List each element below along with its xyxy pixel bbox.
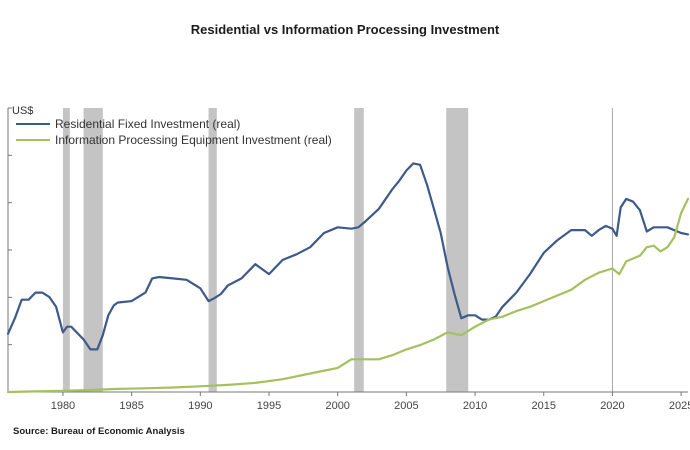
recession-band-1 [62,108,70,392]
x-tick-label-2010: 2010 [463,400,487,412]
x-tick-label-2005: 2005 [394,400,418,412]
source-note: Source: Bureau of Economic Analysis [13,426,185,437]
recession-band-2 [83,108,103,392]
series-line-residential [6,162,690,351]
recession-band-4 [354,108,364,392]
x-tick-label-2015: 2015 [532,400,556,412]
x-tick-label-2000: 2000 [325,400,349,412]
recession-bands [62,108,469,392]
x-tick-label-1980: 1980 [51,400,75,412]
y-unit-label: US$ [12,105,33,117]
legend-label-1: Residential Fixed Investment (real) [55,117,240,131]
series-line-information-processing [6,197,690,394]
axes: US$ 1980 1985 1990 1995 2000 2005 2010 2015 2020 2… [7,105,690,412]
x-tick-label-2025: 2025 [669,400,690,412]
chart-title: Residential vs Information Processing In… [190,22,500,37]
legend: Residential Fixed Investment (real) Infor… [16,117,332,147]
recession-band-3 [208,108,217,392]
legend-label-2: Information Processing Equipment Investm… [55,133,332,147]
series-layer [6,162,690,394]
x-tick-label-1995: 1995 [257,400,281,412]
x-tick-label-1985: 1985 [119,400,143,412]
recession-band-5 [446,108,469,392]
x-tick-label-2020: 2020 [600,400,624,412]
x-tick-label-1990: 1990 [188,400,212,412]
